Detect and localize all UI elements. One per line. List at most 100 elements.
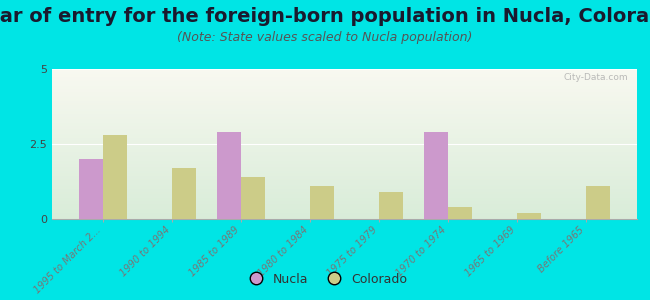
Bar xyxy=(52,186,637,188)
Bar xyxy=(52,122,637,123)
Bar xyxy=(52,100,637,102)
Bar xyxy=(52,75,637,76)
Bar xyxy=(52,198,637,200)
Bar xyxy=(52,195,637,196)
Bar xyxy=(52,177,637,178)
Bar xyxy=(52,124,637,126)
Bar xyxy=(52,138,637,140)
Bar xyxy=(448,207,473,219)
Bar xyxy=(52,123,637,124)
Bar xyxy=(52,147,637,148)
Bar xyxy=(52,153,637,154)
Bar xyxy=(52,117,637,118)
Bar xyxy=(52,96,637,98)
Bar xyxy=(52,184,637,186)
Bar xyxy=(52,90,637,92)
Bar xyxy=(52,136,637,138)
Bar xyxy=(52,172,637,174)
Bar xyxy=(52,144,637,146)
Bar xyxy=(52,130,637,132)
Bar xyxy=(52,202,637,204)
Bar xyxy=(379,192,403,219)
Bar xyxy=(52,162,637,164)
Bar xyxy=(52,164,637,165)
Bar xyxy=(52,189,637,190)
Bar xyxy=(52,190,637,192)
Bar xyxy=(52,135,637,136)
Bar xyxy=(52,106,637,108)
Bar xyxy=(52,105,637,106)
Bar xyxy=(103,135,127,219)
Text: (Note: State values scaled to Nucla population): (Note: State values scaled to Nucla popu… xyxy=(177,32,473,44)
Bar xyxy=(52,183,637,184)
Bar xyxy=(52,112,637,114)
Bar xyxy=(52,116,637,117)
Bar xyxy=(52,169,637,171)
Bar xyxy=(52,129,637,130)
Bar xyxy=(52,210,637,212)
Bar xyxy=(52,84,637,86)
Bar xyxy=(52,70,637,72)
Bar xyxy=(52,176,637,177)
Bar xyxy=(52,206,637,207)
Bar xyxy=(52,103,637,105)
Bar xyxy=(52,74,637,75)
Bar xyxy=(52,118,637,120)
Bar xyxy=(52,154,637,156)
Bar xyxy=(52,158,637,159)
Bar xyxy=(52,99,637,100)
Bar xyxy=(52,168,637,170)
Bar xyxy=(52,171,637,172)
Bar xyxy=(52,165,637,166)
Bar xyxy=(52,93,637,94)
Bar xyxy=(52,140,637,141)
Bar xyxy=(172,168,196,219)
Bar xyxy=(52,88,637,90)
Bar xyxy=(52,142,637,144)
Bar xyxy=(79,159,103,219)
Bar xyxy=(52,120,637,122)
Bar xyxy=(52,87,637,88)
Bar xyxy=(52,128,637,129)
Bar xyxy=(52,108,637,110)
Bar xyxy=(52,102,637,104)
Bar xyxy=(52,207,637,208)
Bar xyxy=(52,152,637,153)
Bar xyxy=(52,69,637,70)
Bar xyxy=(52,76,637,78)
Bar xyxy=(52,214,637,216)
Bar xyxy=(52,114,637,116)
Bar xyxy=(52,200,637,201)
Text: Year of entry for the foreign-born population in Nucla, Colorado: Year of entry for the foreign-born popul… xyxy=(0,8,650,26)
Bar xyxy=(52,194,637,195)
Bar xyxy=(52,213,637,214)
Bar xyxy=(52,148,637,150)
Bar xyxy=(52,85,637,87)
Bar xyxy=(52,216,637,218)
Bar xyxy=(52,141,637,142)
Bar xyxy=(52,156,637,158)
Bar xyxy=(52,180,637,182)
Bar xyxy=(52,146,637,147)
Bar xyxy=(52,82,637,84)
Bar xyxy=(52,78,637,80)
Bar xyxy=(52,159,637,160)
Bar xyxy=(424,132,448,219)
Bar xyxy=(586,186,610,219)
Bar xyxy=(52,174,637,176)
Bar xyxy=(52,72,637,74)
Bar xyxy=(52,92,637,93)
Bar xyxy=(52,208,637,210)
Bar xyxy=(517,213,541,219)
Bar xyxy=(52,178,637,180)
Bar xyxy=(52,132,637,134)
Legend: Nucla, Colorado: Nucla, Colorado xyxy=(238,268,412,291)
Bar xyxy=(310,186,334,219)
Bar xyxy=(52,182,637,183)
Bar xyxy=(52,81,637,82)
Bar xyxy=(52,204,637,206)
Bar xyxy=(52,98,637,99)
Bar xyxy=(52,167,637,168)
Bar xyxy=(52,150,637,152)
Bar xyxy=(52,192,637,194)
